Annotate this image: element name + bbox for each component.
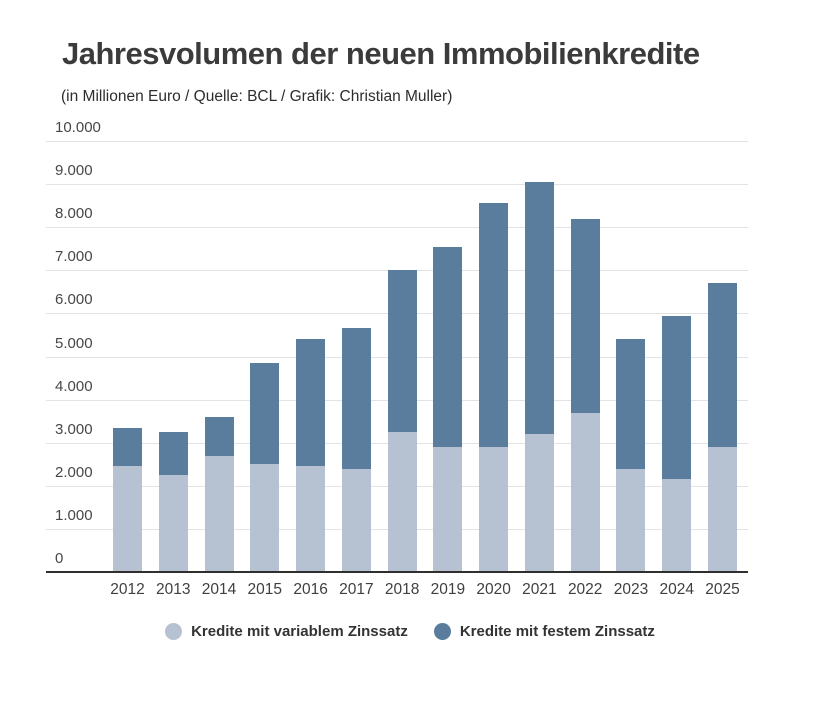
y-tick-label: 6.000 [55, 291, 93, 309]
gridline [46, 227, 748, 229]
bar-2025-variable [708, 447, 737, 572]
bar-2021-fixed [524, 181, 554, 435]
bar-2017-variable [341, 468, 371, 572]
bar-2025-fixed [708, 283, 737, 447]
legend: Kredite mit variablem Zinssatz Kredite mi… [0, 623, 820, 640]
bar-2016-variable [296, 466, 326, 572]
x-tick-label-2013: 2013 [156, 581, 191, 598]
x-tick-label-2012: 2012 [110, 581, 145, 598]
y-tick-label: 9.000 [55, 162, 93, 180]
y-tick-label: 10.000 [55, 119, 101, 136]
bar-2012-variable [113, 466, 142, 572]
bar-2022-variable [570, 412, 600, 572]
bar-2021-variable [524, 434, 554, 572]
bar-2013-variable [158, 475, 188, 572]
y-tick-label: 2.000 [55, 463, 93, 481]
legend-item-fixed: Kredite mit festem Zinssatz [433, 623, 655, 640]
x-tick-label-2025: 2025 [705, 581, 740, 598]
chart-title: Jahresvolumen der neuen Immobilienkredit… [62, 36, 700, 71]
x-tick-label-2024: 2024 [659, 581, 694, 598]
bar-2023-variable [616, 468, 646, 572]
gridline [46, 141, 748, 142]
x-tick-label-2016: 2016 [293, 581, 328, 598]
bar-2020-variable [479, 447, 509, 572]
bar-2016-fixed [296, 339, 326, 467]
x-tick-label-2023: 2023 [613, 581, 649, 598]
bar-2018-fixed [387, 270, 417, 432]
bar-2024-fixed [662, 315, 692, 480]
gridline [46, 184, 748, 186]
bar-2015-variable [250, 464, 280, 572]
bar-2012-fixed [113, 427, 142, 467]
legend-swatch-icon [165, 623, 183, 640]
x-tick-label-2019: 2019 [430, 581, 466, 598]
y-tick-label: 3.000 [55, 420, 93, 438]
legend-item-variable: Kredite mit variablem Zinssatz [165, 623, 408, 640]
bar-2014-fixed [204, 416, 234, 456]
bar-2017-fixed [341, 328, 371, 469]
y-tick-label: 1.000 [55, 506, 93, 524]
y-tick-label: 7.000 [55, 248, 93, 266]
x-tick-label-2014: 2014 [201, 581, 237, 598]
bar-2022-fixed [570, 218, 600, 413]
x-tick-label-2020: 2020 [476, 581, 511, 598]
x-tick-label-2021: 2021 [522, 581, 557, 598]
x-tick-label-2022: 2022 [567, 581, 603, 598]
y-tick-label: 4.000 [55, 377, 93, 395]
bar-2013-fixed [158, 431, 188, 476]
legend-label: Kredite mit festem Zinssatz [459, 623, 655, 640]
y-tick-label: 8.000 [55, 205, 93, 223]
bar-2018-variable [387, 431, 417, 572]
bar-2015-fixed [250, 362, 280, 465]
bar-2014-variable [204, 455, 234, 572]
bar-2019-variable [433, 447, 463, 572]
x-tick-label-2015: 2015 [247, 581, 283, 598]
x-tick-label-2018: 2018 [384, 581, 420, 598]
chart-subtitle: (in Millionen Euro / Quelle: BCL / Grafi… [61, 88, 453, 105]
bar-2024-variable [662, 479, 692, 572]
legend-label: Kredite mit variablem Zinssatz [191, 623, 408, 640]
bar-2023-fixed [616, 339, 646, 469]
legend-swatch-icon [433, 623, 451, 640]
y-tick-label: 5.000 [55, 334, 93, 352]
bar-2020-fixed [479, 203, 509, 447]
x-tick-label-2017: 2017 [339, 581, 374, 598]
x-axis-line [46, 571, 748, 573]
bar-2019-fixed [433, 246, 463, 447]
y-tick-label: 0 [55, 550, 64, 567]
